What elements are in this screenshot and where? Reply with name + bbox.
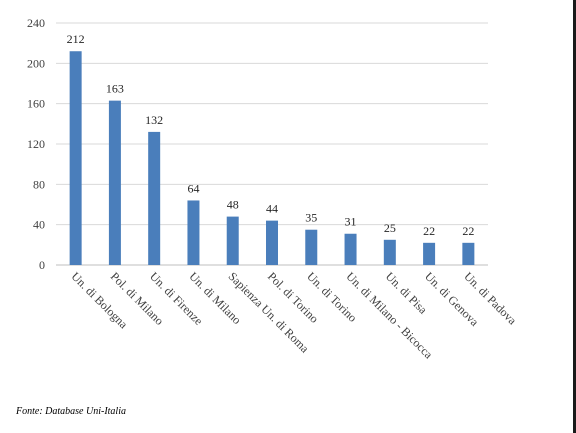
data-label: 44 bbox=[266, 202, 278, 216]
bar bbox=[462, 242, 475, 265]
data-label: 132 bbox=[145, 113, 163, 127]
data-label: 25 bbox=[384, 221, 396, 235]
data-labels: 212 163 132 64 48 44 35 31 25 22 22 bbox=[67, 32, 475, 238]
bar bbox=[69, 51, 82, 265]
bar bbox=[344, 233, 357, 265]
bar bbox=[187, 200, 200, 265]
right-border bbox=[573, 0, 576, 433]
grid-lines bbox=[56, 22, 488, 266]
bar bbox=[383, 239, 396, 265]
data-label: 35 bbox=[305, 211, 317, 225]
y-tick-label: 240 bbox=[27, 16, 45, 30]
bar bbox=[226, 216, 239, 265]
source-note: Fonte: Database Uni-Italia bbox=[16, 406, 126, 417]
data-label: 64 bbox=[187, 181, 199, 195]
y-tick-label: 160 bbox=[27, 97, 45, 111]
bar bbox=[305, 229, 318, 265]
data-label: 48 bbox=[227, 198, 239, 212]
y-axis: 0 40 80 120 160 200 240 bbox=[27, 16, 45, 272]
data-label: 163 bbox=[106, 82, 124, 96]
y-tick-label: 80 bbox=[33, 177, 45, 191]
data-label: 22 bbox=[423, 224, 435, 238]
bar bbox=[148, 131, 161, 265]
y-tick-label: 120 bbox=[27, 137, 45, 151]
data-label: 31 bbox=[345, 215, 357, 229]
data-label: 22 bbox=[462, 224, 474, 238]
y-tick-label: 40 bbox=[33, 218, 45, 232]
data-label: 212 bbox=[67, 32, 85, 46]
bar bbox=[108, 100, 121, 266]
bar bbox=[423, 242, 436, 265]
y-tick-label: 0 bbox=[39, 258, 45, 272]
y-tick-label: 200 bbox=[27, 56, 45, 70]
bar bbox=[266, 220, 278, 265]
bars bbox=[69, 51, 475, 266]
